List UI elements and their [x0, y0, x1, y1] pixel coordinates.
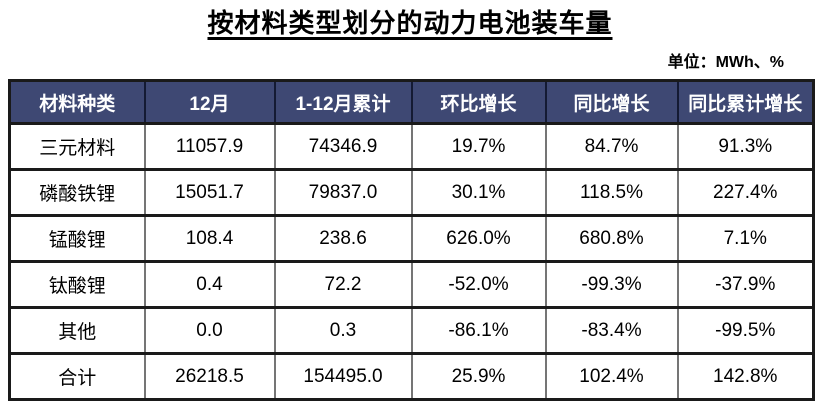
value-cell: 30.1%: [410, 169, 547, 216]
value-cell: 102.4%: [544, 353, 679, 401]
value-cell: 72.2: [273, 261, 413, 308]
value-cell: 7.1%: [676, 215, 815, 262]
material-type-cell: 锰酸锂: [8, 215, 146, 262]
value-cell: 0.3: [273, 307, 413, 354]
page-title: 按材料类型划分的动力电池装车量: [207, 8, 613, 38]
value-cell: 0.4: [143, 261, 276, 308]
value-cell: 108.4: [143, 215, 276, 262]
value-cell: -37.9%: [676, 261, 815, 308]
value-cell: 227.4%: [676, 169, 815, 216]
value-cell: 84.7%: [544, 123, 679, 170]
value-cell: 74346.9: [273, 123, 413, 170]
unit-note: 单位：MWh、%: [667, 54, 784, 71]
battery-installation-table: 材料种类 12月 1-12月累计 环比增长 同比增长 同比累计增长 三元材料 11057.9…: [8, 79, 815, 401]
table-header: 材料种类 12月 1-12月累计 环比增长 同比增长 同比累计增长: [8, 79, 815, 125]
value-cell: -99.5%: [676, 307, 815, 354]
value-cell: 26218.5: [143, 353, 276, 401]
material-type-cell: 三元材料: [8, 123, 146, 170]
material-type-cell: 磷酸铁锂: [8, 169, 146, 216]
value-cell: 91.3%: [676, 123, 815, 170]
column-header: 1-12月累计: [273, 79, 413, 125]
value-cell: 79837.0: [273, 169, 413, 216]
value-cell: 19.7%: [410, 123, 547, 170]
table-row: 三元材料 11057.9 74346.9 19.7% 84.7% 91.3%: [8, 123, 815, 170]
table-row: 钛酸锂 0.4 72.2 -52.0% -99.3% -37.9%: [8, 261, 815, 308]
column-header: 环比增长: [410, 79, 547, 125]
column-header: 同比增长: [544, 79, 679, 125]
value-cell: -86.1%: [410, 307, 547, 354]
value-cell: 118.5%: [544, 169, 679, 216]
value-cell: -52.0%: [410, 261, 547, 308]
value-cell: -99.3%: [544, 261, 679, 308]
table-row: 磷酸铁锂 15051.7 79837.0 30.1% 118.5% 227.4%: [8, 169, 815, 216]
column-header: 12月: [143, 79, 276, 125]
value-cell: 238.6: [273, 215, 413, 262]
value-cell: 0.0: [143, 307, 276, 354]
value-cell: 142.8%: [676, 353, 815, 401]
column-header: 同比累计增长: [676, 79, 815, 125]
table-row: 锰酸锂 108.4 238.6 626.0% 680.8% 7.1%: [8, 215, 815, 262]
value-cell: 154495.0: [273, 353, 413, 401]
column-header: 材料种类: [8, 79, 146, 125]
value-cell: 626.0%: [410, 215, 547, 262]
value-cell: 25.9%: [410, 353, 547, 401]
value-cell: -83.4%: [544, 307, 679, 354]
material-type-cell: 钛酸锂: [8, 261, 146, 308]
material-type-cell: 其他: [8, 307, 146, 354]
table-row-total: 合计 26218.5 154495.0 25.9% 102.4% 142.8%: [8, 353, 815, 401]
value-cell: 15051.7: [143, 169, 276, 216]
table-body: 三元材料 11057.9 74346.9 19.7% 84.7% 91.3% 磷酸铁锂 150…: [8, 123, 815, 401]
value-cell: 680.8%: [544, 215, 679, 262]
value-cell: 11057.9: [143, 123, 276, 170]
material-type-cell: 合计: [8, 353, 146, 401]
table-row: 其他 0.0 0.3 -86.1% -83.4% -99.5%: [8, 307, 815, 354]
table-header-row: 材料种类 12月 1-12月累计 环比增长 同比增长 同比累计增长: [8, 79, 815, 125]
